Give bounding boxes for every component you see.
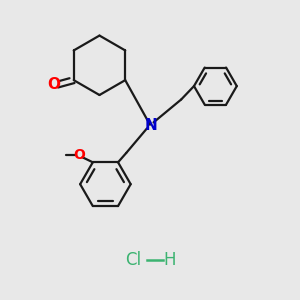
Text: O: O bbox=[73, 148, 85, 162]
Text: O: O bbox=[47, 77, 60, 92]
Text: Cl: Cl bbox=[126, 251, 142, 269]
Text: H: H bbox=[163, 251, 176, 269]
Text: N: N bbox=[144, 118, 157, 133]
